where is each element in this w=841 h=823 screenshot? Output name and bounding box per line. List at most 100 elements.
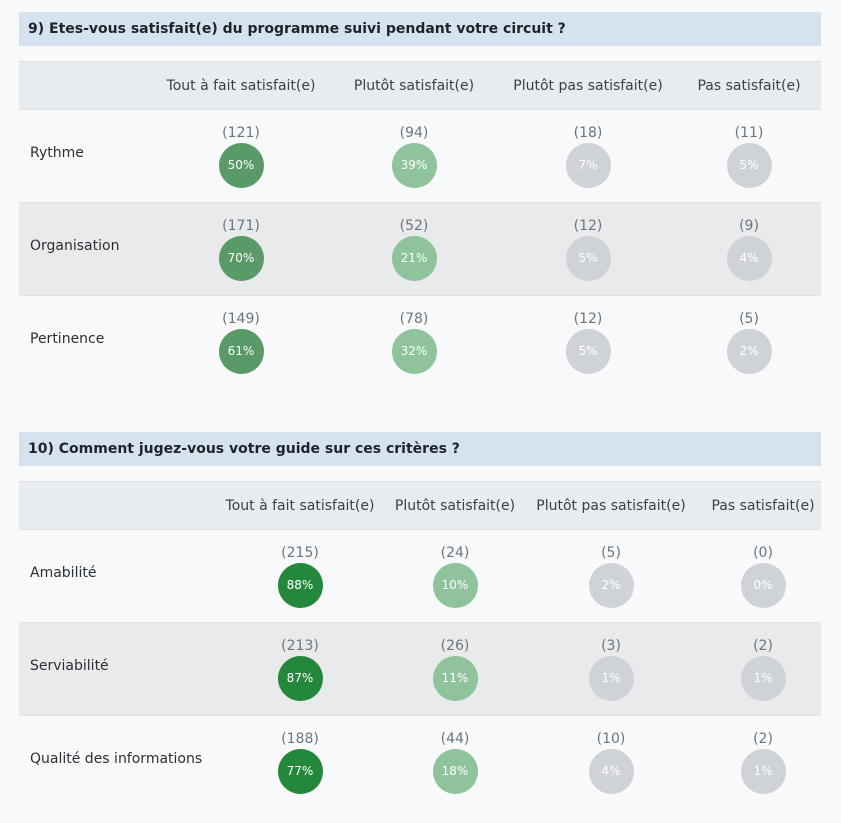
table-row: Amabilité (215) 88% (24) 10% (5) 2% (0) 0% [19, 529, 821, 623]
header-col-not-very-satisfied: Plutôt pas satisfait(e) [499, 61, 677, 110]
result-cell: (121) 50% [153, 110, 329, 203]
percentage-badge: 1% [740, 655, 786, 701]
result-cell: (0) 0% [705, 530, 821, 623]
result-cell: (3) 1% [517, 622, 705, 716]
question-10-section: 10) Comment jugez-vous votre guide sur c… [19, 432, 821, 809]
result-cell: (18) 7% [499, 110, 677, 203]
result-cell: (2) 1% [705, 715, 821, 809]
result-cell: (11) 5% [677, 110, 821, 203]
result-cell: (9) 4% [677, 202, 821, 296]
response-count: (26) [440, 637, 470, 654]
percentage-badge: 1% [740, 748, 786, 794]
percentage-badge: 2% [588, 562, 634, 608]
table-header-row: Tout à fait satisfait(e) Plutôt satisfai… [19, 481, 821, 530]
response-count: (10) [596, 730, 626, 747]
percentage-badge: 50% [218, 142, 264, 188]
percentage-badge: 21% [391, 235, 437, 281]
header-col-not-very-satisfied: Plutôt pas satisfait(e) [517, 481, 705, 530]
result-cell: (44) 18% [393, 715, 517, 809]
response-count: (44) [440, 730, 470, 747]
header-criteria [19, 481, 207, 530]
result-cell: (52) 21% [329, 202, 499, 296]
header-col-not-satisfied: Pas satisfait(e) [677, 61, 821, 110]
response-count: (3) [601, 637, 621, 654]
row-label: Organisation [19, 202, 153, 296]
percentage-badge: 2% [726, 328, 772, 374]
question-10-title: 10) Comment jugez-vous votre guide sur c… [19, 432, 821, 466]
header-col-satisfied: Plutôt satisfait(e) [329, 61, 499, 110]
result-cell: (213) 87% [207, 622, 393, 716]
response-count: (0) [753, 544, 773, 561]
header-col-not-satisfied: Pas satisfait(e) [705, 481, 821, 530]
percentage-badge: 5% [565, 328, 611, 374]
percentage-badge: 18% [432, 748, 478, 794]
response-count: (5) [739, 310, 759, 327]
question-9-title: 9) Etes-vous satisfait(e) du programme s… [19, 12, 821, 46]
result-cell: (94) 39% [329, 110, 499, 203]
percentage-badge: 5% [726, 142, 772, 188]
percentage-badge: 4% [588, 748, 634, 794]
response-count: (121) [222, 124, 260, 141]
result-cell: (149) 61% [153, 295, 329, 389]
question-10-table: Tout à fait satisfait(e) Plutôt satisfai… [19, 481, 821, 809]
header-criteria [19, 61, 153, 110]
percentage-badge: 7% [565, 142, 611, 188]
table-row: Organisation (171) 70% (52) 21% (12) 5% (9) 4% [19, 202, 821, 296]
header-col-very-satisfied: Tout à fait satisfait(e) [153, 61, 329, 110]
table-header-row: Tout à fait satisfait(e) Plutôt satisfai… [19, 61, 821, 110]
response-count: (12) [573, 217, 603, 234]
percentage-badge: 61% [218, 328, 264, 374]
percentage-badge: 10% [432, 562, 478, 608]
percentage-badge: 77% [277, 748, 323, 794]
percentage-badge: 39% [391, 142, 437, 188]
table-row: Rythme (121) 50% (94) 39% (18) 7% (11) 5% [19, 109, 821, 203]
response-count: (18) [573, 124, 603, 141]
table-row: Qualité des informations (188) 77% (44) 18%(… [19, 715, 821, 809]
percentage-badge: 11% [432, 655, 478, 701]
header-col-very-satisfied: Tout à fait satisfait(e) [207, 481, 393, 530]
result-cell: (12) 5% [499, 295, 677, 389]
percentage-badge: 1% [588, 655, 634, 701]
response-count: (24) [440, 544, 470, 561]
response-count: (213) [281, 637, 319, 654]
response-count: (149) [222, 310, 260, 327]
response-count: (5) [601, 544, 621, 561]
response-count: (94) [399, 124, 429, 141]
response-count: (9) [739, 217, 759, 234]
response-count: (2) [753, 637, 773, 654]
result-cell: (5) 2% [677, 295, 821, 389]
result-cell: (171) 70% [153, 202, 329, 296]
table-row: Pertinence (149) 61% (78) 32% (12) 5% (5) 2% [19, 295, 821, 389]
row-label: Pertinence [19, 295, 153, 389]
question-9-section: 9) Etes-vous satisfait(e) du programme s… [19, 12, 821, 389]
row-label: Amabilité [30, 565, 97, 581]
response-count: (52) [399, 217, 429, 234]
response-count: (215) [281, 544, 319, 561]
response-count: (2) [753, 730, 773, 747]
percentage-badge: 88% [277, 562, 323, 608]
percentage-badge: 4% [726, 235, 772, 281]
row-label: Serviabilité [19, 622, 207, 716]
result-cell: (188) 77% [207, 715, 393, 809]
question-9-table: Tout à fait satisfait(e) Plutôt satisfai… [19, 61, 821, 389]
percentage-badge: 70% [218, 235, 264, 281]
response-count: (11) [734, 124, 764, 141]
response-count: (78) [399, 310, 429, 327]
percentage-badge: 0% [740, 562, 786, 608]
result-cell: (10) 4% [517, 715, 705, 809]
response-count: (171) [222, 217, 260, 234]
result-cell: (12) 5% [499, 202, 677, 296]
result-cell: (24) 10% [393, 530, 517, 623]
percentage-badge: 87% [277, 655, 323, 701]
header-col-satisfied: Plutôt satisfait(e) [393, 481, 517, 530]
result-cell: (215) 88% [207, 530, 393, 623]
percentage-badge: 32% [391, 328, 437, 374]
result-cell: (2) 1% [705, 622, 821, 716]
row-label: Qualité des informations [19, 715, 207, 809]
percentage-badge: 5% [565, 235, 611, 281]
table-row: Serviabilité (213) 87% (26) 11% (3) 1% (2) 1% [19, 622, 821, 716]
result-cell: (5) 2% [517, 530, 705, 623]
response-count: (188) [281, 730, 319, 747]
row-label: Rythme [30, 145, 84, 161]
